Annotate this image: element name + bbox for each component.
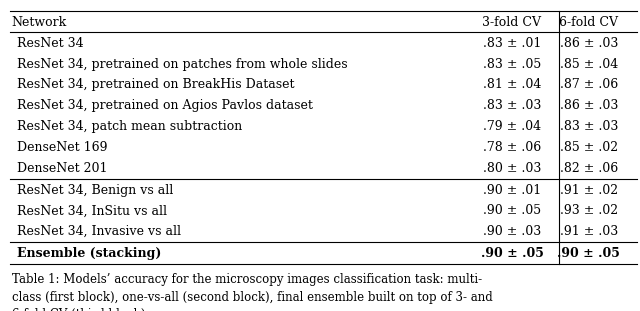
Text: .83 ± .01: .83 ± .01: [483, 37, 541, 50]
Text: Network: Network: [12, 16, 67, 29]
Text: Ensemble (stacking): Ensemble (stacking): [17, 247, 161, 260]
Text: .86 ± .03: .86 ± .03: [559, 37, 618, 50]
Text: .82 ± .06: .82 ± .06: [559, 162, 618, 175]
Text: 6-fold CV: 6-fold CV: [559, 16, 618, 29]
Text: 3-fold CV: 3-fold CV: [483, 16, 541, 29]
Text: .87 ± .06: .87 ± .06: [559, 78, 618, 91]
Text: .91 ± .03: .91 ± .03: [559, 225, 618, 238]
Text: ResNet 34: ResNet 34: [17, 37, 83, 50]
Text: ResNet 34, InSitu vs all: ResNet 34, InSitu vs all: [17, 204, 166, 217]
Text: ResNet 34, Benign vs all: ResNet 34, Benign vs all: [17, 183, 173, 197]
Text: DenseNet 169: DenseNet 169: [17, 141, 107, 154]
Text: .86 ± .03: .86 ± .03: [559, 99, 618, 112]
Text: DenseNet 201: DenseNet 201: [17, 162, 107, 175]
Text: .80 ± .03: .80 ± .03: [483, 162, 541, 175]
Text: .83 ± .03: .83 ± .03: [559, 120, 618, 133]
Text: ResNet 34, pretrained on Agios Pavlos dataset: ResNet 34, pretrained on Agios Pavlos da…: [17, 99, 312, 112]
Text: .85 ± .02: .85 ± .02: [560, 141, 618, 154]
Text: .83 ± .03: .83 ± .03: [483, 99, 541, 112]
Text: .79 ± .04: .79 ± .04: [483, 120, 541, 133]
Text: ResNet 34, Invasive vs all: ResNet 34, Invasive vs all: [17, 225, 180, 238]
Text: Table 1: Models’ accuracy for the microscopy images classification task: multi-
: Table 1: Models’ accuracy for the micros…: [12, 273, 492, 311]
Text: .90 ± .03: .90 ± .03: [483, 225, 541, 238]
Text: .91 ± .02: .91 ± .02: [560, 183, 618, 197]
Text: .90 ± .05: .90 ± .05: [483, 204, 541, 217]
Text: ResNet 34, pretrained on patches from whole slides: ResNet 34, pretrained on patches from wh…: [17, 58, 348, 71]
Text: ResNet 34, patch mean subtraction: ResNet 34, patch mean subtraction: [17, 120, 242, 133]
Text: .90 ± .01: .90 ± .01: [483, 183, 541, 197]
Text: .78 ± .06: .78 ± .06: [483, 141, 541, 154]
Text: .81 ± .04: .81 ± .04: [483, 78, 541, 91]
Text: .90 ± .05: .90 ± .05: [481, 247, 543, 260]
Text: .83 ± .05: .83 ± .05: [483, 58, 541, 71]
Text: .90 ± .05: .90 ± .05: [557, 247, 620, 260]
Text: .85 ± .04: .85 ± .04: [559, 58, 618, 71]
Text: .93 ± .02: .93 ± .02: [560, 204, 618, 217]
Text: ResNet 34, pretrained on BreakHis Dataset: ResNet 34, pretrained on BreakHis Datase…: [17, 78, 294, 91]
